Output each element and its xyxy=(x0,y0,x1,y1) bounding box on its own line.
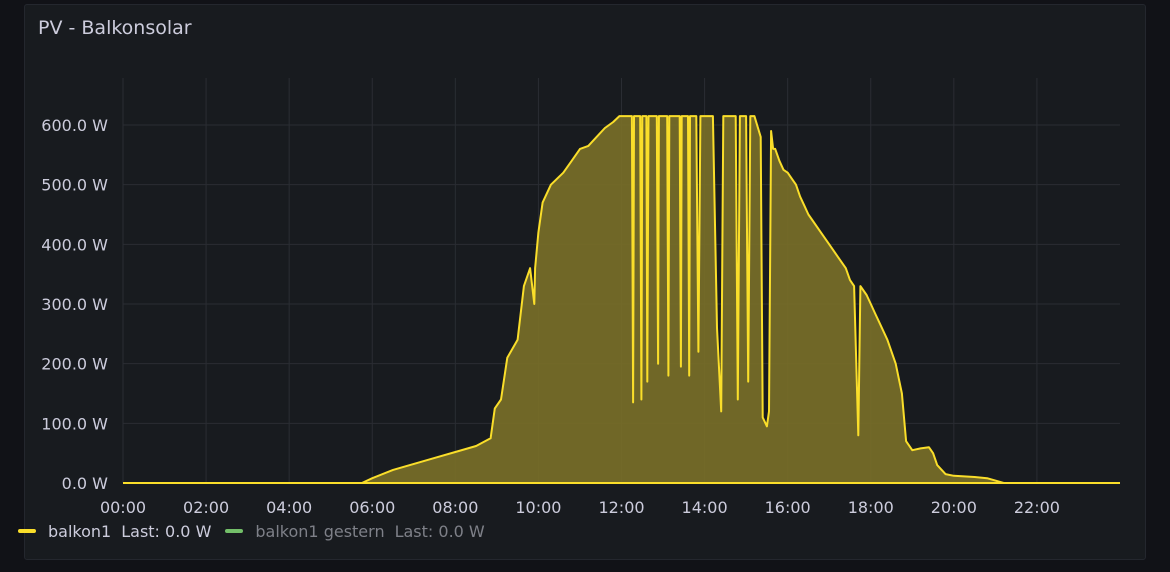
y-tick-label: 300.0 W xyxy=(41,295,108,314)
x-tick-label: 16:00 xyxy=(765,498,811,517)
legend-item-balkon1-gestern[interactable]: balkon1 gestern Last: 0.0 W xyxy=(225,521,485,541)
x-tick-label: 10:00 xyxy=(515,498,561,517)
x-tick-label: 00:00 xyxy=(100,498,146,517)
panel-title: PV - Balkonsolar xyxy=(38,17,192,39)
legend-last-value: 0.0 W xyxy=(438,521,485,541)
y-tick-label: 400.0 W xyxy=(41,235,108,254)
x-axis-labels: 00:00 02:00 04:00 06:00 08:00 10:00 12:00 14:00… xyxy=(100,498,1060,517)
legend-name: balkon1 gestern xyxy=(255,521,385,541)
legend-last-label: Last: xyxy=(394,521,434,541)
series-area-balkon1 xyxy=(123,116,1120,483)
y-axis-labels: 0.0 W 100.0 W 200.0 W 300.0 W 400.0 W 500.0 W… xyxy=(41,116,108,493)
y-tick-label: 200.0 W xyxy=(41,355,108,374)
x-tick-label: 18:00 xyxy=(848,498,894,517)
x-tick-label: 12:00 xyxy=(598,498,644,517)
legend: balkon1 Last: 0.0 W balkon1 gestern Last… xyxy=(18,520,499,542)
x-tick-label: 06:00 xyxy=(349,498,395,517)
y-tick-label: 0.0 W xyxy=(62,474,109,493)
x-tick-label: 02:00 xyxy=(183,498,229,517)
legend-item-balkon1[interactable]: balkon1 Last: 0.0 W xyxy=(18,522,211,541)
legend-last-label: Last: xyxy=(121,521,160,541)
x-tick-label: 04:00 xyxy=(266,498,312,517)
y-tick-label: 500.0 W xyxy=(41,176,108,195)
x-tick-label: 08:00 xyxy=(432,498,478,517)
legend-name: balkon1 xyxy=(48,521,112,541)
x-tick-label: 20:00 xyxy=(931,498,977,517)
legend-last-value: 0.0 W xyxy=(165,521,212,541)
x-tick-label: 22:00 xyxy=(1014,498,1060,517)
x-tick-label: 14:00 xyxy=(682,498,728,517)
legend-swatch-balkon1 xyxy=(18,529,36,533)
series-line-balkon1 xyxy=(123,115,1120,484)
y-tick-label: 100.0 W xyxy=(41,414,108,433)
y-tick-label: 600.0 W xyxy=(41,116,108,135)
legend-swatch-balkon1-gestern xyxy=(225,529,244,533)
